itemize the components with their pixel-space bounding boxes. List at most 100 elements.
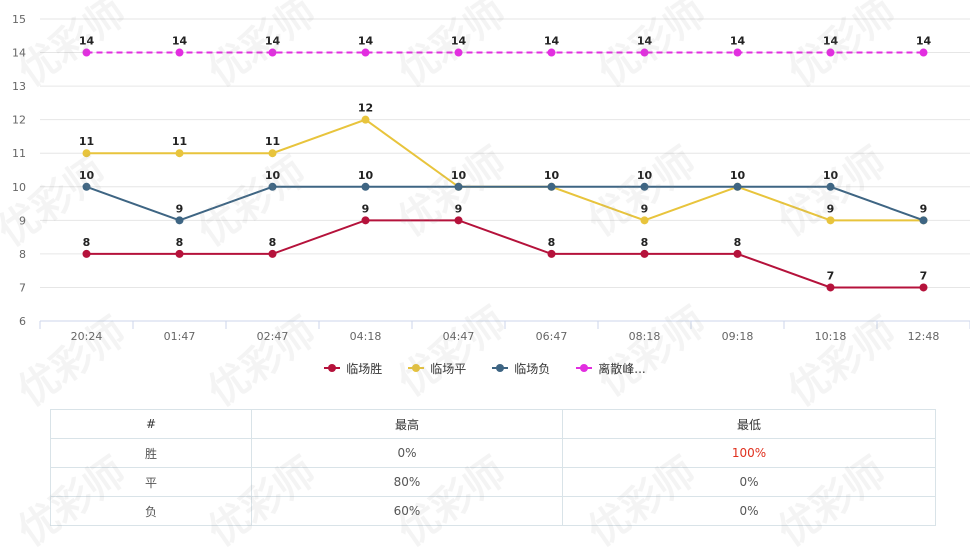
data-point bbox=[547, 249, 556, 258]
data-label: 14 bbox=[358, 35, 374, 48]
low-value: 100% bbox=[562, 438, 936, 468]
data-label: 14 bbox=[730, 35, 746, 48]
data-label: 8 bbox=[641, 236, 649, 249]
data-label: 10 bbox=[823, 169, 839, 182]
data-point bbox=[733, 249, 742, 258]
data-label: 9 bbox=[455, 202, 463, 215]
data-label: 14 bbox=[637, 35, 653, 48]
data-label: 10 bbox=[265, 169, 281, 182]
legend-item-draw[interactable]: 临场平 bbox=[408, 360, 466, 377]
data-point bbox=[640, 48, 649, 57]
x-tick-label: 10:18 bbox=[815, 330, 847, 343]
data-point bbox=[826, 216, 835, 225]
y-tick-label: 10 bbox=[12, 181, 26, 194]
data-label: 9 bbox=[827, 202, 835, 215]
y-tick-label: 8 bbox=[19, 248, 26, 261]
data-label: 9 bbox=[920, 202, 928, 215]
row-label: 负 bbox=[50, 496, 252, 526]
data-label: 14 bbox=[823, 35, 839, 48]
series-line bbox=[86, 185, 924, 222]
series-line bbox=[86, 219, 924, 289]
table-header-row: # 最高 最低 bbox=[50, 409, 936, 439]
data-point bbox=[175, 149, 184, 158]
row-label: 平 bbox=[50, 467, 252, 497]
data-point bbox=[547, 48, 556, 57]
data-label: 7 bbox=[920, 269, 928, 282]
data-point bbox=[175, 48, 184, 57]
data-point bbox=[268, 149, 277, 158]
x-tick-label: 04:18 bbox=[350, 330, 382, 343]
legend-item-dispersion[interactable]: 离散峰... bbox=[576, 360, 646, 377]
line-chart: 6 7 8 9 10 11 12 13 14 15 20:24 01:47 02:47 04:18 04:4… bbox=[12, 13, 970, 343]
data-label: 11 bbox=[172, 135, 187, 148]
data-label: 10 bbox=[730, 169, 746, 182]
data-point bbox=[361, 216, 370, 225]
data-label: 10 bbox=[637, 169, 653, 182]
data-label: 14 bbox=[172, 35, 188, 48]
data-point bbox=[640, 216, 649, 225]
data-point bbox=[268, 48, 277, 57]
data-point bbox=[454, 216, 463, 225]
x-tick-label: 04:47 bbox=[443, 330, 475, 343]
data-point bbox=[361, 48, 370, 57]
chart-legend: 临场胜 临场平 临场负 离散峰... bbox=[0, 358, 970, 378]
data-point bbox=[268, 249, 277, 258]
legend-marker-draw-icon bbox=[408, 363, 425, 373]
data-label: 10 bbox=[451, 169, 467, 182]
y-tick-label: 7 bbox=[19, 281, 26, 294]
data-label: 8 bbox=[83, 236, 91, 249]
series-line bbox=[86, 118, 924, 222]
data-label: 10 bbox=[451, 169, 467, 182]
data-point bbox=[640, 182, 649, 191]
x-tick-label: 06:47 bbox=[536, 330, 568, 343]
legend-marker-dispersion-icon bbox=[576, 363, 593, 373]
data-point bbox=[826, 283, 835, 292]
legend-dot bbox=[328, 364, 337, 372]
data-label: 11 bbox=[265, 135, 280, 148]
data-point bbox=[454, 182, 463, 191]
data-point bbox=[547, 182, 556, 191]
data-label: 8 bbox=[176, 236, 184, 249]
data-point bbox=[640, 249, 649, 258]
data-point bbox=[826, 182, 835, 191]
data-point bbox=[361, 115, 370, 124]
y-tick-label: 13 bbox=[12, 80, 26, 93]
data-label: 14 bbox=[265, 35, 281, 48]
legend-marker-win-icon bbox=[324, 363, 341, 373]
high-value: 0% bbox=[251, 438, 563, 468]
data-point bbox=[82, 249, 91, 258]
x-tick-label: 20:24 bbox=[71, 330, 103, 343]
data-point bbox=[919, 216, 928, 225]
data-label: 9 bbox=[176, 202, 184, 215]
data-point bbox=[175, 216, 184, 225]
y-tick-label: 15 bbox=[12, 13, 26, 26]
data-label: 8 bbox=[269, 236, 277, 249]
data-point bbox=[175, 249, 184, 258]
legend-label: 离散峰... bbox=[598, 361, 646, 376]
y-tick-label: 14 bbox=[12, 47, 26, 60]
data-label: 10 bbox=[730, 169, 746, 182]
data-label: 10 bbox=[358, 169, 374, 182]
data-point bbox=[82, 182, 91, 191]
data-point bbox=[919, 283, 928, 292]
legend-item-win[interactable]: 临场胜 bbox=[324, 360, 382, 377]
y-tick-label: 11 bbox=[12, 147, 26, 160]
data-label: 9 bbox=[641, 202, 649, 215]
legend-item-lose[interactable]: 临场负 bbox=[492, 360, 550, 377]
table-row: 平 80% 0% bbox=[50, 467, 936, 497]
legend-label: 临场胜 bbox=[346, 361, 383, 376]
legend-label: 临场负 bbox=[514, 361, 551, 376]
legend-marker-lose-icon bbox=[492, 363, 509, 373]
data-label: 10 bbox=[79, 169, 95, 182]
legend-dot bbox=[496, 364, 505, 372]
data-label: 8 bbox=[734, 236, 742, 249]
data-point bbox=[733, 182, 742, 191]
row-label: 胜 bbox=[50, 438, 252, 468]
y-tick-label: 12 bbox=[12, 114, 26, 127]
low-value: 0% bbox=[562, 467, 936, 497]
data-label: 10 bbox=[544, 169, 560, 182]
x-tick-label: 02:47 bbox=[257, 330, 289, 343]
data-label: 7 bbox=[827, 269, 835, 282]
data-point bbox=[268, 182, 277, 191]
data-point bbox=[454, 48, 463, 57]
